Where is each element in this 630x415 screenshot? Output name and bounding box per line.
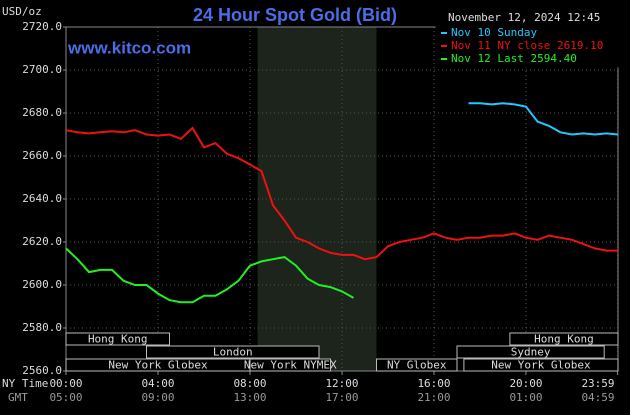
y-axis-label: USD/oz <box>2 5 42 18</box>
session-box <box>249 358 331 372</box>
x-tick-label: 12:00 <box>325 377 358 390</box>
y-tick-label: 2720.0 <box>22 20 62 33</box>
highlight-band <box>257 27 377 371</box>
y-tick-label: 2580.0 <box>22 321 62 334</box>
plot-frame <box>65 26 619 372</box>
y-tick-label: 2700.0 <box>22 63 62 76</box>
session-label: New York NYMEX <box>244 359 337 372</box>
x2-tick-label: 01:00 <box>509 391 542 404</box>
session-label: New York Globex <box>108 359 208 372</box>
y-tick-label: 2660.0 <box>22 149 62 162</box>
x2-row-label: GMT <box>8 391 28 404</box>
legend-label: Nov 10 Sunday <box>451 26 537 39</box>
x-tick-label: 08:00 <box>233 377 266 390</box>
x-row-label: NY Time <box>2 377 48 390</box>
session-label: London <box>213 346 253 359</box>
x2-tick-label: 04:59 <box>581 391 614 404</box>
y-tick-label: 2600.0 <box>22 278 62 291</box>
x2-tick-label: 09:00 <box>141 391 174 404</box>
y-tick-label: 2560.0 <box>22 364 62 377</box>
session-label: Sydney <box>511 346 551 359</box>
session-box <box>65 332 170 346</box>
website: www.kitco.com <box>67 38 191 57</box>
session-label: NY Globex <box>387 359 447 372</box>
x2-tick-label: 17:00 <box>325 391 358 404</box>
session-label: New York Globex <box>491 359 591 372</box>
legend-box <box>435 24 619 68</box>
x2-tick-label: 13:00 <box>233 391 266 404</box>
session-box <box>463 358 619 372</box>
x2-tick-label: 21:00 <box>417 391 450 404</box>
session-label: Hong Kong <box>534 333 594 346</box>
session-box <box>456 345 605 359</box>
x-tick-label: 16:00 <box>417 377 450 390</box>
series-line <box>65 126 618 261</box>
x-tick-label: 23:59 <box>581 377 614 390</box>
x-tick-label: 00:00 <box>49 377 82 390</box>
x2-tick-label: 05:00 <box>49 391 82 404</box>
y-tick-label: 2620.0 <box>22 235 62 248</box>
x-tick-label: 20:00 <box>509 377 542 390</box>
series-line <box>468 102 619 136</box>
timestamp: November 12, 2024 12:45 <box>448 11 600 24</box>
y-tick-label: 2640.0 <box>22 192 62 205</box>
session-box <box>509 332 619 346</box>
y-tick-label: 2680.0 <box>22 106 62 119</box>
x-tick-label: 04:00 <box>141 377 174 390</box>
legend-label: Nov 11 NY close 2619.10 <box>451 39 603 52</box>
session-box <box>146 345 320 359</box>
series-line <box>65 247 354 304</box>
session-box <box>376 358 458 372</box>
legend-label: Nov 12 Last 2594.40 <box>451 52 577 65</box>
chart-title: 24 Hour Spot Gold (Bid) <box>193 5 397 25</box>
session-label: Hong Kong <box>88 333 148 346</box>
